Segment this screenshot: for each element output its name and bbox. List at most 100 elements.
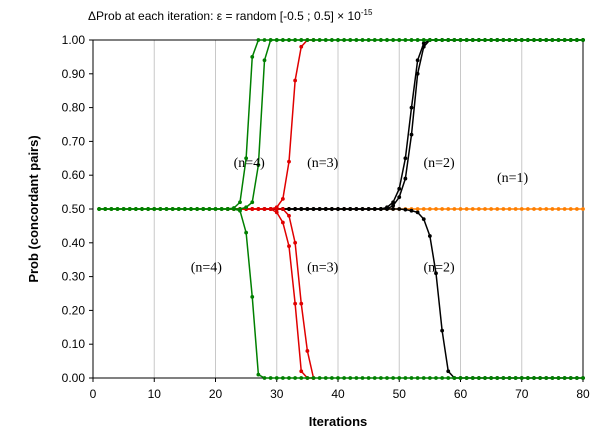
data-point bbox=[403, 38, 408, 42]
data-point bbox=[336, 207, 340, 211]
data-point bbox=[293, 78, 298, 83]
x-tick-label: 20 bbox=[209, 387, 223, 401]
data-point bbox=[434, 271, 438, 276]
data-point bbox=[391, 376, 396, 380]
data-point bbox=[556, 207, 561, 211]
data-point bbox=[305, 38, 310, 42]
data-point bbox=[323, 207, 328, 211]
data-point bbox=[299, 207, 304, 211]
data-point bbox=[458, 376, 463, 380]
data-point bbox=[538, 207, 543, 211]
data-point bbox=[574, 38, 579, 42]
data-point bbox=[446, 38, 451, 42]
data-point bbox=[311, 38, 316, 42]
data-point bbox=[519, 38, 524, 42]
data-point bbox=[97, 207, 102, 211]
data-point bbox=[574, 207, 579, 211]
data-point bbox=[280, 196, 285, 201]
annotation-label: (n=4) bbox=[191, 261, 223, 276]
data-point bbox=[238, 208, 242, 213]
data-point bbox=[397, 376, 402, 380]
data-point bbox=[299, 376, 304, 380]
data-point bbox=[348, 207, 353, 211]
data-point bbox=[568, 376, 573, 380]
x-tick-label: 50 bbox=[393, 387, 407, 401]
data-point bbox=[421, 376, 426, 380]
series-7 bbox=[262, 38, 585, 211]
data-point bbox=[109, 207, 114, 211]
data-point bbox=[385, 207, 389, 211]
data-point bbox=[348, 38, 353, 42]
data-point bbox=[115, 207, 120, 211]
x-tick-label: 10 bbox=[148, 387, 162, 401]
data-point bbox=[170, 207, 175, 211]
data-point bbox=[329, 207, 334, 211]
data-point bbox=[562, 38, 567, 42]
data-point bbox=[446, 369, 451, 374]
data-point bbox=[256, 207, 261, 211]
data-point bbox=[378, 207, 383, 211]
data-point bbox=[372, 207, 377, 211]
data-point bbox=[409, 105, 414, 110]
data-point bbox=[366, 376, 371, 380]
data-point bbox=[452, 38, 457, 42]
data-point bbox=[501, 376, 506, 380]
y-axis-title: Prob (concordant pairs) bbox=[26, 135, 41, 282]
data-point bbox=[489, 207, 494, 211]
data-point bbox=[397, 207, 402, 211]
data-point bbox=[513, 376, 518, 380]
data-point bbox=[274, 38, 279, 42]
x-axis-ticks: 0 10 20 30 40 50 60 70 80 bbox=[90, 378, 590, 401]
data-point bbox=[415, 58, 420, 63]
data-point bbox=[581, 38, 585, 42]
annotation-label: (n=3) bbox=[307, 261, 339, 276]
data-point bbox=[476, 38, 481, 42]
y-tick-label: 0.00 bbox=[62, 371, 86, 385]
data-point bbox=[280, 207, 285, 211]
x-tick-label: 0 bbox=[90, 387, 97, 401]
data-point bbox=[501, 38, 506, 42]
data-point bbox=[121, 207, 126, 211]
data-point bbox=[348, 376, 353, 380]
data-point bbox=[452, 376, 457, 380]
series-line bbox=[264, 39, 583, 210]
data-point bbox=[421, 217, 426, 222]
data-point bbox=[415, 376, 420, 380]
data-point bbox=[164, 207, 169, 211]
data-point bbox=[409, 132, 414, 137]
data-point bbox=[323, 376, 328, 380]
data-point bbox=[538, 376, 543, 380]
data-point bbox=[519, 376, 524, 380]
series-line bbox=[99, 208, 583, 379]
data-point bbox=[403, 176, 408, 181]
data-point bbox=[311, 207, 316, 211]
data-point bbox=[293, 38, 298, 42]
data-point bbox=[342, 207, 347, 211]
data-point bbox=[268, 38, 273, 42]
data-point bbox=[293, 207, 298, 211]
data-point bbox=[581, 207, 585, 211]
data-point bbox=[568, 38, 573, 42]
data-point bbox=[525, 207, 530, 211]
data-point bbox=[470, 376, 475, 380]
series-line bbox=[227, 39, 314, 210]
y-tick-label: 0.20 bbox=[62, 303, 86, 317]
data-point bbox=[464, 376, 469, 380]
data-point bbox=[323, 38, 328, 42]
data-point bbox=[427, 38, 432, 42]
data-point bbox=[525, 376, 530, 380]
y-tick-label: 0.50 bbox=[62, 202, 86, 216]
data-point bbox=[476, 376, 481, 380]
data-point bbox=[176, 207, 181, 211]
data-point bbox=[532, 38, 536, 42]
data-point bbox=[244, 230, 249, 235]
data-point bbox=[550, 376, 555, 380]
data-point bbox=[403, 207, 408, 212]
data-point bbox=[268, 207, 273, 211]
data-point bbox=[274, 376, 279, 380]
data-point bbox=[513, 207, 518, 211]
data-point bbox=[336, 38, 340, 42]
data-point bbox=[329, 38, 334, 42]
data-point bbox=[158, 207, 163, 211]
